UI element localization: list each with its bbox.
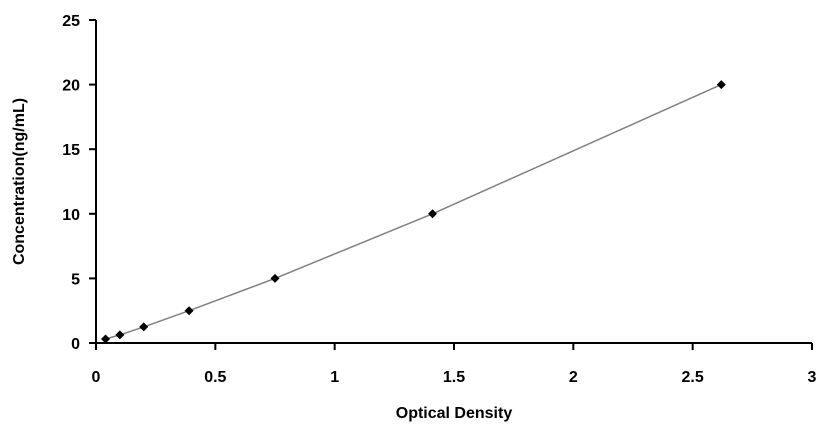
data-point-marker bbox=[428, 209, 438, 219]
y-tick-label: 0 bbox=[71, 336, 80, 353]
y-tick-label: 10 bbox=[62, 207, 80, 224]
x-tick-label: 2.5 bbox=[682, 369, 704, 386]
y-tick-label: 25 bbox=[62, 13, 80, 30]
axes bbox=[89, 19, 813, 350]
x-tick-label: 1 bbox=[330, 369, 339, 386]
x-tick-label: 0.5 bbox=[204, 369, 226, 386]
data-point-marker bbox=[716, 80, 726, 90]
tick-labels-layer: 0 0.5 1 1.5 2 2.5 3 0 5 10 15 20 25 bbox=[62, 13, 816, 386]
fit-curve-line bbox=[105, 83, 722, 340]
data-point-marker bbox=[184, 306, 194, 316]
y-tick-label: 15 bbox=[62, 142, 80, 159]
x-tick-label: 3 bbox=[808, 369, 817, 386]
x-tick-label: 2 bbox=[569, 369, 578, 386]
x-tick-label: 0 bbox=[92, 369, 101, 386]
y-axis-title: Concentration(ng/mL) bbox=[11, 98, 28, 265]
data-points-layer bbox=[101, 80, 726, 344]
x-tick-label: 1.5 bbox=[443, 369, 465, 386]
y-tick-label: 20 bbox=[62, 78, 80, 95]
data-point-marker bbox=[270, 273, 280, 283]
data-point-marker bbox=[139, 322, 149, 332]
x-axis-title: Optical Density bbox=[396, 405, 513, 422]
y-tick-label: 5 bbox=[71, 271, 80, 288]
data-point-marker bbox=[101, 334, 111, 344]
fit-curve-layer bbox=[105, 83, 722, 340]
data-point-marker bbox=[115, 330, 125, 340]
